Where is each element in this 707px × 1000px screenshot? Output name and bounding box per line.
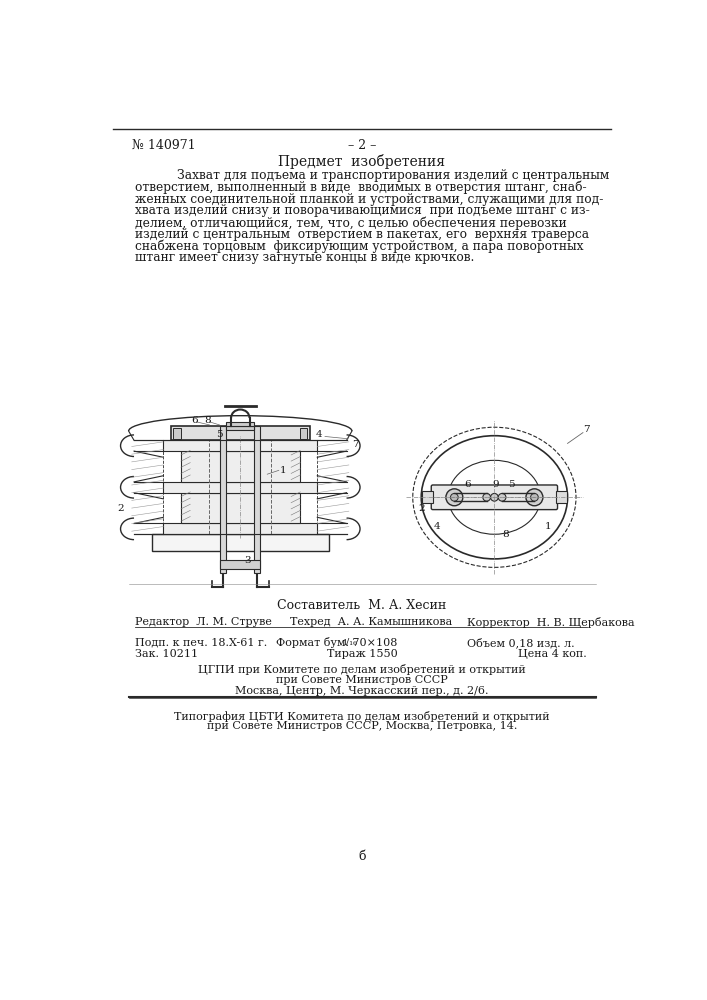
- Text: б: б: [358, 850, 366, 863]
- Text: 2: 2: [117, 504, 124, 513]
- Circle shape: [491, 493, 498, 501]
- Text: делием, отличающийся, тем, что, с целью обеспечения перевозки: делием, отличающийся, тем, что, с целью …: [135, 216, 566, 230]
- Circle shape: [530, 493, 538, 501]
- Bar: [221, 560, 260, 569]
- Text: /₁₆: /₁₆: [346, 637, 357, 646]
- Circle shape: [450, 493, 458, 501]
- Text: 7: 7: [583, 425, 590, 434]
- Circle shape: [526, 489, 543, 506]
- FancyBboxPatch shape: [431, 485, 558, 510]
- Text: Тираж 1550: Тираж 1550: [327, 649, 397, 659]
- Text: отверстием, выполненный в виде  вводимых в отверстия штанг, снаб-: отверстием, выполненный в виде вводимых …: [135, 181, 586, 194]
- Text: ЦГПИ при Комитете по делам изобретений и открытий: ЦГПИ при Комитете по делам изобретений и…: [198, 664, 526, 675]
- Text: Составитель  М. А. Хесин: Составитель М. А. Хесин: [277, 599, 447, 612]
- Text: 6: 6: [191, 416, 197, 425]
- Text: – 2 –: – 2 –: [348, 139, 376, 152]
- Text: 9: 9: [493, 480, 499, 489]
- Bar: [300, 428, 308, 439]
- Text: 5: 5: [508, 480, 515, 489]
- Text: Корректор  Н. В. Щербакова: Корректор Н. В. Щербакова: [467, 617, 635, 628]
- Text: Москва, Центр, М. Черкасский пер., д. 2/6.: Москва, Центр, М. Черкасский пер., д. 2/…: [235, 686, 489, 696]
- Text: 4: 4: [315, 430, 322, 439]
- Text: Захват для подъема и транспортирования изделий с центральным: Захват для подъема и транспортирования и…: [177, 169, 609, 182]
- Text: Подп. к печ. 18.X-61 г.: Подп. к печ. 18.X-61 г.: [135, 637, 267, 647]
- Bar: [181, 493, 300, 523]
- Text: снабжена торцовым  фиксирующим устройством, а пара поворотных: снабжена торцовым фиксирующим устройство…: [135, 240, 583, 253]
- Text: при Совете Министров СССР: при Совете Министров СССР: [276, 675, 448, 685]
- Bar: [152, 534, 329, 551]
- Text: женных соединительной планкой и устройствами, служащими для под-: женных соединительной планкой и устройст…: [135, 193, 603, 206]
- Text: при Совете Министров СССР, Москва, Петровка, 14.: при Совете Министров СССР, Москва, Петро…: [206, 721, 517, 731]
- Circle shape: [446, 489, 463, 506]
- Text: хвата изделий снизу и поворачивающимися  при подъеме штанг с из-: хвата изделий снизу и поворачивающимися …: [135, 204, 590, 217]
- Text: 6: 6: [464, 480, 471, 489]
- Text: Типография ЦБТИ Комитета по делам изобретений и открытий: Типография ЦБТИ Комитета по делам изобре…: [174, 711, 550, 722]
- Text: 7: 7: [353, 440, 359, 449]
- Text: Редактор  Л. М. Струве: Редактор Л. М. Струве: [135, 617, 271, 627]
- Text: 8: 8: [503, 530, 509, 539]
- Bar: [163, 482, 317, 493]
- Text: 1: 1: [545, 522, 551, 531]
- Bar: [556, 491, 567, 503]
- Text: Объем 0,18 изд. л.: Объем 0,18 изд. л.: [467, 637, 575, 648]
- Text: 5: 5: [216, 430, 223, 439]
- Text: Формат бум. 70×108: Формат бум. 70×108: [276, 637, 398, 648]
- Bar: [181, 451, 300, 482]
- Text: 3: 3: [245, 556, 251, 565]
- Bar: [221, 426, 226, 573]
- Text: Предмет  изобретения: Предмет изобретения: [279, 154, 445, 169]
- Text: № 140971: № 140971: [132, 139, 196, 152]
- Text: 2: 2: [418, 504, 425, 513]
- Bar: [422, 491, 433, 503]
- Text: изделий с центральным  отверстием в пакетах, его  верхняя траверса: изделий с центральным отверстием в пакет…: [135, 228, 589, 241]
- Bar: [171, 426, 310, 440]
- Bar: [226, 426, 254, 430]
- Text: 1: 1: [342, 639, 347, 647]
- Text: 1: 1: [279, 466, 286, 475]
- Bar: [163, 523, 317, 534]
- Text: Техред  А. А. Камышникова: Техред А. А. Камышникова: [291, 617, 452, 627]
- Bar: [173, 428, 181, 439]
- Bar: [226, 422, 254, 426]
- Bar: [254, 426, 260, 573]
- Text: 8: 8: [204, 416, 211, 425]
- Text: Цена 4 коп.: Цена 4 коп.: [518, 649, 587, 659]
- Bar: [163, 440, 317, 451]
- Text: штанг имеет снизу загнутые концы в виде крючков.: штанг имеет снизу загнутые концы в виде …: [135, 251, 474, 264]
- Circle shape: [483, 493, 491, 501]
- Text: Зак. 10211: Зак. 10211: [135, 649, 198, 659]
- Text: 4: 4: [433, 522, 440, 531]
- Circle shape: [498, 493, 506, 501]
